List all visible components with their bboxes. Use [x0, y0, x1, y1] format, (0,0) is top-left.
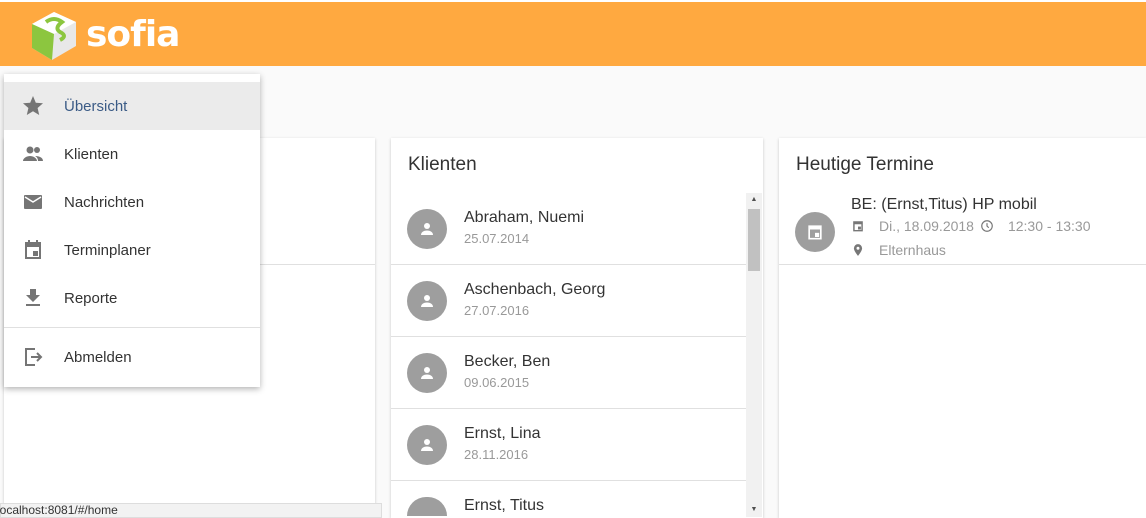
client-name: Becker, Ben [464, 353, 551, 370]
menu-item-nachrichten[interactable]: Nachrichten [4, 178, 260, 226]
star-icon [23, 96, 43, 115]
people-icon [23, 146, 43, 161]
client-name: Ernst, Titus [464, 497, 545, 514]
menu-item-terminplaner[interactable]: Terminplaner [4, 226, 260, 274]
appointment-time: 12:30 - 13:30 [1007, 218, 1091, 234]
person-icon [407, 425, 447, 465]
menu-item-label: Abmelden [64, 348, 132, 366]
menu-item-uebersicht[interactable]: Übersicht [4, 82, 260, 130]
menu-item-reporte[interactable]: Reporte [4, 274, 260, 322]
logout-icon [25, 348, 43, 366]
appointment-location: Elternhaus [879, 242, 946, 258]
client-row[interactable]: Becker, Ben 09.06.2015 [391, 337, 746, 409]
logo-text: sofia [86, 13, 180, 55]
download-icon [26, 289, 40, 306]
scroll-down-icon[interactable]: ▼ [750, 506, 758, 513]
scroll-up-icon[interactable]: ▲ [750, 196, 758, 203]
mail-icon [24, 195, 42, 209]
client-row[interactable]: Ernst, Titus [391, 481, 746, 516]
person-icon [407, 353, 447, 393]
menu-item-label: Übersicht [64, 97, 128, 115]
calendar-avatar-icon [795, 212, 835, 252]
clock-icon [981, 220, 993, 232]
sofia-logo-icon [32, 12, 76, 60]
clients-title: Klienten [408, 154, 477, 175]
logo[interactable]: sofia [24, 6, 180, 62]
appointment-date: Di., 18.09.2018 [879, 218, 974, 234]
menu-item-abmelden[interactable]: Abmelden [4, 333, 260, 381]
app-header: sofia [0, 0, 1146, 66]
status-bar-url: localhost:8081/#/home [0, 503, 382, 518]
menu-item-klienten[interactable]: Klienten [4, 130, 260, 178]
navigation-menu: Übersicht Klienten Nachrichten Terminpla… [4, 74, 260, 387]
appointment-title: BE: (Ernst,Titus) HP mobil [851, 196, 1037, 213]
client-date: 27.07.2016 [464, 303, 530, 318]
clients-scrollbar[interactable]: ▲ ▼ [746, 193, 762, 517]
menu-item-label: Terminplaner [64, 241, 151, 259]
menu-item-label: Klienten [64, 145, 119, 163]
client-name: Abraham, Nuemi [464, 209, 585, 226]
person-icon [407, 209, 447, 249]
client-name: Aschenbach, Georg [464, 281, 606, 298]
clients-list: Abraham, Nuemi 25.07.2014 Aschenbach, Geo… [391, 193, 746, 516]
calendar-icon [25, 240, 41, 259]
client-date: 28.11.2016 [464, 447, 529, 462]
client-date: 25.07.2014 [464, 231, 530, 246]
client-row[interactable]: Abraham, Nuemi 25.07.2014 [391, 193, 746, 265]
client-row[interactable]: Ernst, Lina 28.11.2016 [391, 409, 746, 481]
client-row[interactable]: Aschenbach, Georg 27.07.2016 [391, 265, 746, 337]
appointments-title: Heutige Termine [796, 154, 935, 175]
person-icon [407, 497, 447, 516]
location-pin-icon [853, 244, 863, 256]
scrollbar-thumb[interactable] [748, 209, 760, 271]
client-name: Ernst, Lina [464, 425, 541, 442]
menu-item-label: Reporte [64, 289, 118, 307]
calendar-icon [853, 221, 863, 232]
appointments-card: Heutige Termine BE: (Ernst,Titus) HP mob… [779, 138, 1146, 518]
menu-divider [4, 327, 260, 328]
clients-card: Klienten Abraham, Nuemi 25.07.2014 Aschen… [391, 138, 763, 518]
client-date: 09.06.2015 [464, 375, 530, 390]
divider [779, 264, 1146, 265]
menu-item-label: Nachrichten [64, 193, 145, 211]
person-icon [407, 281, 447, 321]
